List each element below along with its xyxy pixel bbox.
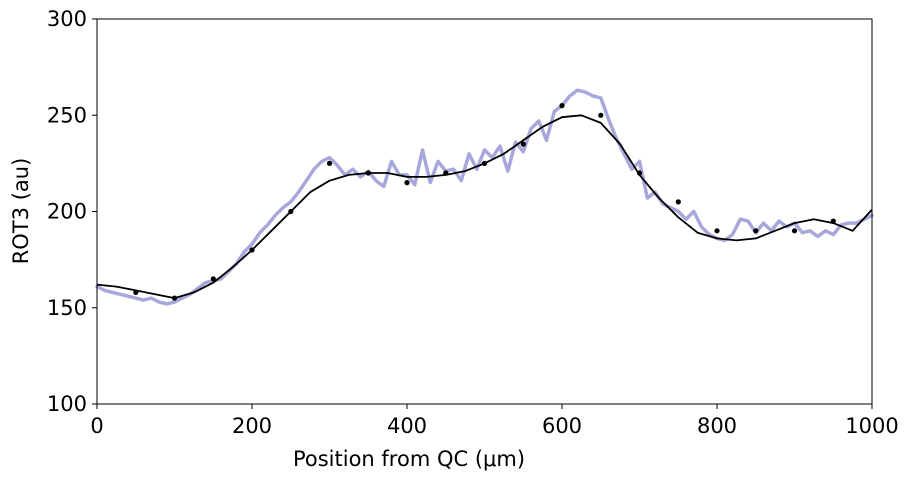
profile-line: [95, 88, 874, 306]
data-point: [326, 160, 333, 166]
x-tick-label: 600: [542, 414, 582, 438]
data-point: [830, 218, 836, 224]
data-point: [288, 208, 294, 215]
x-axis-label: Position from QC (μm): [293, 447, 525, 471]
data-point: [791, 228, 798, 234]
plot-area: [95, 88, 874, 306]
y-tick-label: 250: [47, 103, 87, 127]
data-point: [404, 180, 410, 186]
data-point: [636, 170, 643, 176]
data-point: [365, 170, 371, 176]
data-point: [481, 160, 488, 166]
x-tick-label: 800: [697, 414, 737, 438]
y-axis-label: ROT3 (au): [9, 158, 33, 265]
plot-frame: [96, 18, 873, 405]
y-tick-label: 150: [47, 296, 87, 320]
x-tick-label: 400: [387, 414, 427, 438]
y-tick-label: 200: [47, 200, 87, 224]
data-point: [210, 276, 216, 282]
data-point: [559, 103, 565, 109]
fit-line: [96, 114, 873, 299]
y-tick-label: 300: [47, 7, 87, 31]
y-tick-label: 100: [47, 392, 87, 416]
data-point: [520, 141, 526, 147]
data-point: [443, 170, 449, 176]
x-tick-label: 200: [232, 414, 272, 438]
data-point: [675, 199, 681, 205]
data-point: [714, 228, 720, 234]
data-point: [171, 295, 178, 301]
data-point: [753, 228, 759, 234]
x-tick-label: 0: [90, 414, 103, 438]
data-point: [133, 289, 139, 295]
data-point: [598, 112, 604, 118]
data-point: [249, 247, 255, 253]
x-tick-label: 1000: [845, 414, 898, 438]
axis-ticks: 0 200 400 600 800 1000 100 150 200 250 300: [47, 7, 899, 438]
